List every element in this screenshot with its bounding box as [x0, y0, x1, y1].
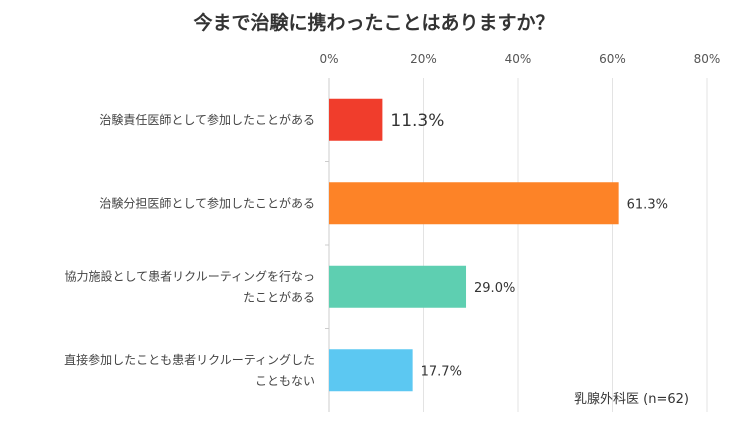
bar	[329, 349, 413, 392]
category-label: 協力施設として患者リクルーティングを行なっ	[64, 268, 315, 283]
category-label: 治験分担医師として参加したことがある	[99, 195, 315, 210]
category-label: こともない	[255, 374, 315, 388]
category-label-layer: 治験責任医師として参加したことがある治験分担医師として参加したことがある協力施設…	[64, 112, 315, 388]
x-tick-label: 60%	[599, 52, 626, 66]
category-label: 直接参加したことも患者リクルーティングした	[64, 352, 315, 367]
x-tick-label: 40%	[505, 52, 532, 66]
bar-layer	[329, 98, 619, 392]
category-label: たことがある	[243, 289, 315, 304]
data-label: 11.3%	[390, 111, 444, 131]
data-label: 17.7%	[421, 364, 462, 379]
data-label: 29.0%	[474, 281, 515, 296]
data-label: 61.3%	[627, 197, 668, 212]
x-tick-label: 80%	[694, 52, 721, 66]
bar	[329, 98, 383, 141]
bar	[329, 265, 467, 308]
bar	[329, 182, 619, 225]
x-tick-label: 20%	[410, 52, 437, 66]
chart-title: 今まで治験に携わったことはありますか？	[193, 12, 555, 34]
category-label: 治験責任医師として参加したことがある	[99, 112, 315, 127]
x-tick-label: 0%	[319, 52, 338, 66]
value-label-layer: 11.3% 61.3% 29.0% 17.7%	[390, 111, 668, 380]
tick-label-layer: 0% 20% 40% 60% 80%	[319, 52, 720, 66]
sample-note: 乳腺外科医 (n=62)	[574, 392, 689, 407]
